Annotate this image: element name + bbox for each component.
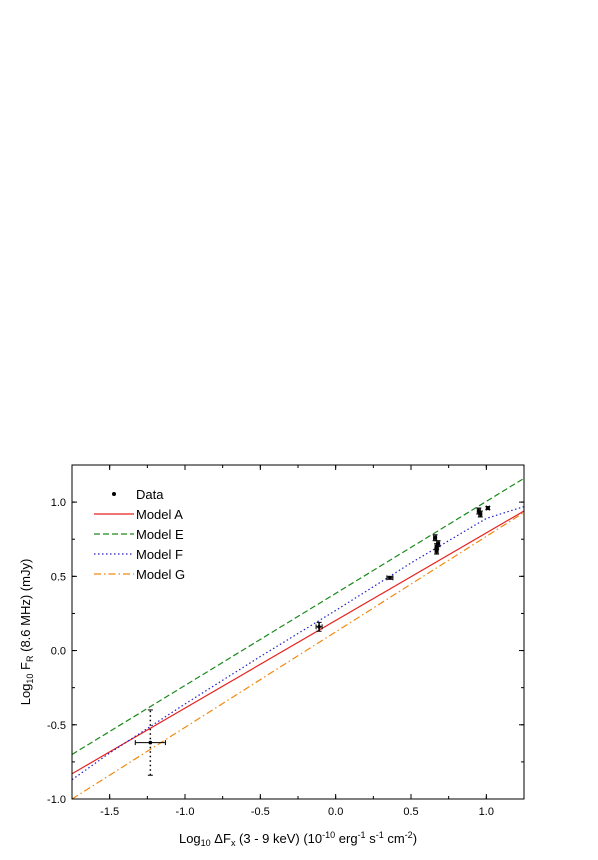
data-points xyxy=(134,505,491,776)
y-axis: -1.0 -0.5 0.0 0.5 1.0 xyxy=(47,464,524,806)
data-point xyxy=(386,575,394,581)
x-axis-label: Log10 ΔFx (3 - 9 keV) (10-10 erg-1 s-1 c… xyxy=(179,830,417,848)
data-marker xyxy=(388,576,392,580)
x-tick-label: 0.0 xyxy=(328,806,343,818)
legend-entry-model-f: Model F xyxy=(94,547,183,562)
data-point xyxy=(432,534,438,542)
data-marker xyxy=(486,506,490,510)
legend-label-model-e: Model E xyxy=(136,527,184,542)
x-tick-label: -1.5 xyxy=(100,806,119,818)
data-marker xyxy=(434,549,439,553)
model-lines xyxy=(72,477,524,799)
y-tick-label: -0.5 xyxy=(47,720,66,732)
x-tick-label: 0.5 xyxy=(403,806,418,818)
legend-label-model-a: Model A xyxy=(136,507,183,522)
data-marker xyxy=(436,541,440,546)
y-tick-label: 0.5 xyxy=(51,571,66,583)
y-tick-label: 1.0 xyxy=(51,497,66,509)
series-line-model-a xyxy=(72,510,524,775)
x-axis: -1.5 -1.0 -0.5 0.0 0.5 1.0 xyxy=(71,465,525,818)
y-tick-label: 0.0 xyxy=(51,646,66,658)
data-point xyxy=(435,540,441,548)
legend-entry-model-g: Model G xyxy=(94,567,185,582)
legend-marker-data xyxy=(112,492,116,496)
y-tick-label: -1.0 xyxy=(47,794,66,806)
x-tick-label: -1.0 xyxy=(176,806,195,818)
x-tick-label: 1.0 xyxy=(479,806,494,818)
data-point xyxy=(315,621,323,632)
data-marker xyxy=(478,512,483,516)
data-point xyxy=(477,510,483,518)
legend-entry-model-e: Model E xyxy=(94,527,184,542)
data-point xyxy=(485,505,491,511)
legend-label-data: Data xyxy=(136,487,164,502)
y-axis-label: Log10 FR (8.6 MHz) (mJy) xyxy=(18,559,35,706)
legend-label-model-g: Model G xyxy=(136,567,185,582)
legend-entry-data: Data xyxy=(112,487,164,502)
data-marker xyxy=(317,625,321,629)
legend: Data Model A Model E Model F Model G xyxy=(94,487,185,582)
data-marker xyxy=(148,740,153,745)
legend-label-model-f: Model F xyxy=(136,547,183,562)
series-line-model-g xyxy=(72,511,524,799)
data-marker xyxy=(433,535,437,540)
legend-entry-model-a: Model A xyxy=(94,507,183,522)
series-line-model-e xyxy=(72,477,524,755)
series-line-model-f xyxy=(72,505,524,781)
data-point xyxy=(134,709,166,776)
x-tick-label: -0.5 xyxy=(251,806,270,818)
